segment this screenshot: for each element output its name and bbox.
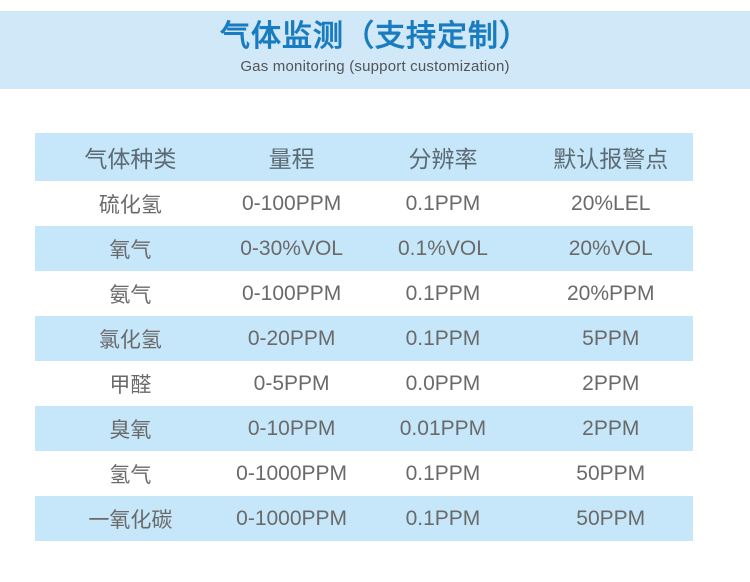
- cell-range: 0-20PPM: [225, 316, 358, 361]
- cell-default-alarm: 2PPM: [528, 361, 693, 406]
- cell-gas-type: 一氧化碳: [35, 496, 226, 541]
- cell-gas-type: 氢气: [35, 451, 226, 496]
- cell-gas-type: 臭氧: [35, 406, 226, 451]
- cell-gas-type: 硫化氢: [35, 181, 226, 226]
- cell-resolution: 0.1PPM: [357, 316, 529, 361]
- cell-range: 0-10PPM: [225, 406, 358, 451]
- table-row: 氧气 0-30%VOL 0.1%VOL 20%VOL: [35, 226, 693, 271]
- cell-default-alarm: 2PPM: [528, 406, 693, 451]
- column-header-gas-type: 气体种类: [35, 133, 226, 181]
- table-row: 硫化氢 0-100PPM 0.1PPM 20%LEL: [35, 181, 693, 226]
- cell-default-alarm: 5PPM: [528, 316, 693, 361]
- column-header-resolution: 分辨率: [357, 133, 529, 181]
- table-row: 氢气 0-1000PPM 0.1PPM 50PPM: [35, 451, 693, 496]
- column-header-range: 量程: [225, 133, 358, 181]
- gas-spec-table: 气体种类 量程 分辨率 默认报警点 硫化氢 0-100PPM 0.1PPM 20…: [35, 133, 693, 541]
- cell-resolution: 0.1PPM: [357, 271, 529, 316]
- cell-resolution: 0.1PPM: [357, 496, 529, 541]
- table-row: 甲醛 0-5PPM 0.0PPM 2PPM: [35, 361, 693, 406]
- page-subtitle: Gas monitoring (support customization): [240, 57, 510, 75]
- cell-range: 0-30%VOL: [225, 226, 358, 271]
- cell-resolution: 0.1%VOL: [357, 226, 529, 271]
- cell-range: 0-1000PPM: [225, 451, 358, 496]
- table-row: 一氧化碳 0-1000PPM 0.1PPM 50PPM: [35, 496, 693, 541]
- cell-gas-type: 氯化氢: [35, 316, 226, 361]
- cell-range: 0-100PPM: [225, 181, 358, 226]
- cell-default-alarm: 20%VOL: [528, 226, 693, 271]
- page-title: 气体监测（支持定制）: [220, 20, 530, 53]
- table-row: 氨气 0-100PPM 0.1PPM 20%PPM: [35, 271, 693, 316]
- table-row: 臭氧 0-10PPM 0.01PPM 2PPM: [35, 406, 693, 451]
- cell-default-alarm: 20%PPM: [528, 271, 693, 316]
- column-header-default-alarm: 默认报警点: [528, 133, 693, 181]
- cell-gas-type: 氧气: [35, 226, 226, 271]
- header-banner: 气体监测（支持定制） Gas monitoring (support custo…: [0, 11, 750, 89]
- cell-default-alarm: 50PPM: [528, 451, 693, 496]
- cell-range: 0-100PPM: [225, 271, 358, 316]
- cell-default-alarm: 20%LEL: [528, 181, 693, 226]
- cell-default-alarm: 50PPM: [528, 496, 693, 541]
- cell-gas-type: 氨气: [35, 271, 226, 316]
- cell-range: 0-5PPM: [225, 361, 358, 406]
- table-header-row: 气体种类 量程 分辨率 默认报警点: [35, 133, 693, 181]
- cell-resolution: 0.0PPM: [357, 361, 529, 406]
- cell-resolution: 0.01PPM: [357, 406, 529, 451]
- table-row: 氯化氢 0-20PPM 0.1PPM 5PPM: [35, 316, 693, 361]
- cell-range: 0-1000PPM: [225, 496, 358, 541]
- cell-resolution: 0.1PPM: [357, 181, 529, 226]
- cell-resolution: 0.1PPM: [357, 451, 529, 496]
- cell-gas-type: 甲醛: [35, 361, 226, 406]
